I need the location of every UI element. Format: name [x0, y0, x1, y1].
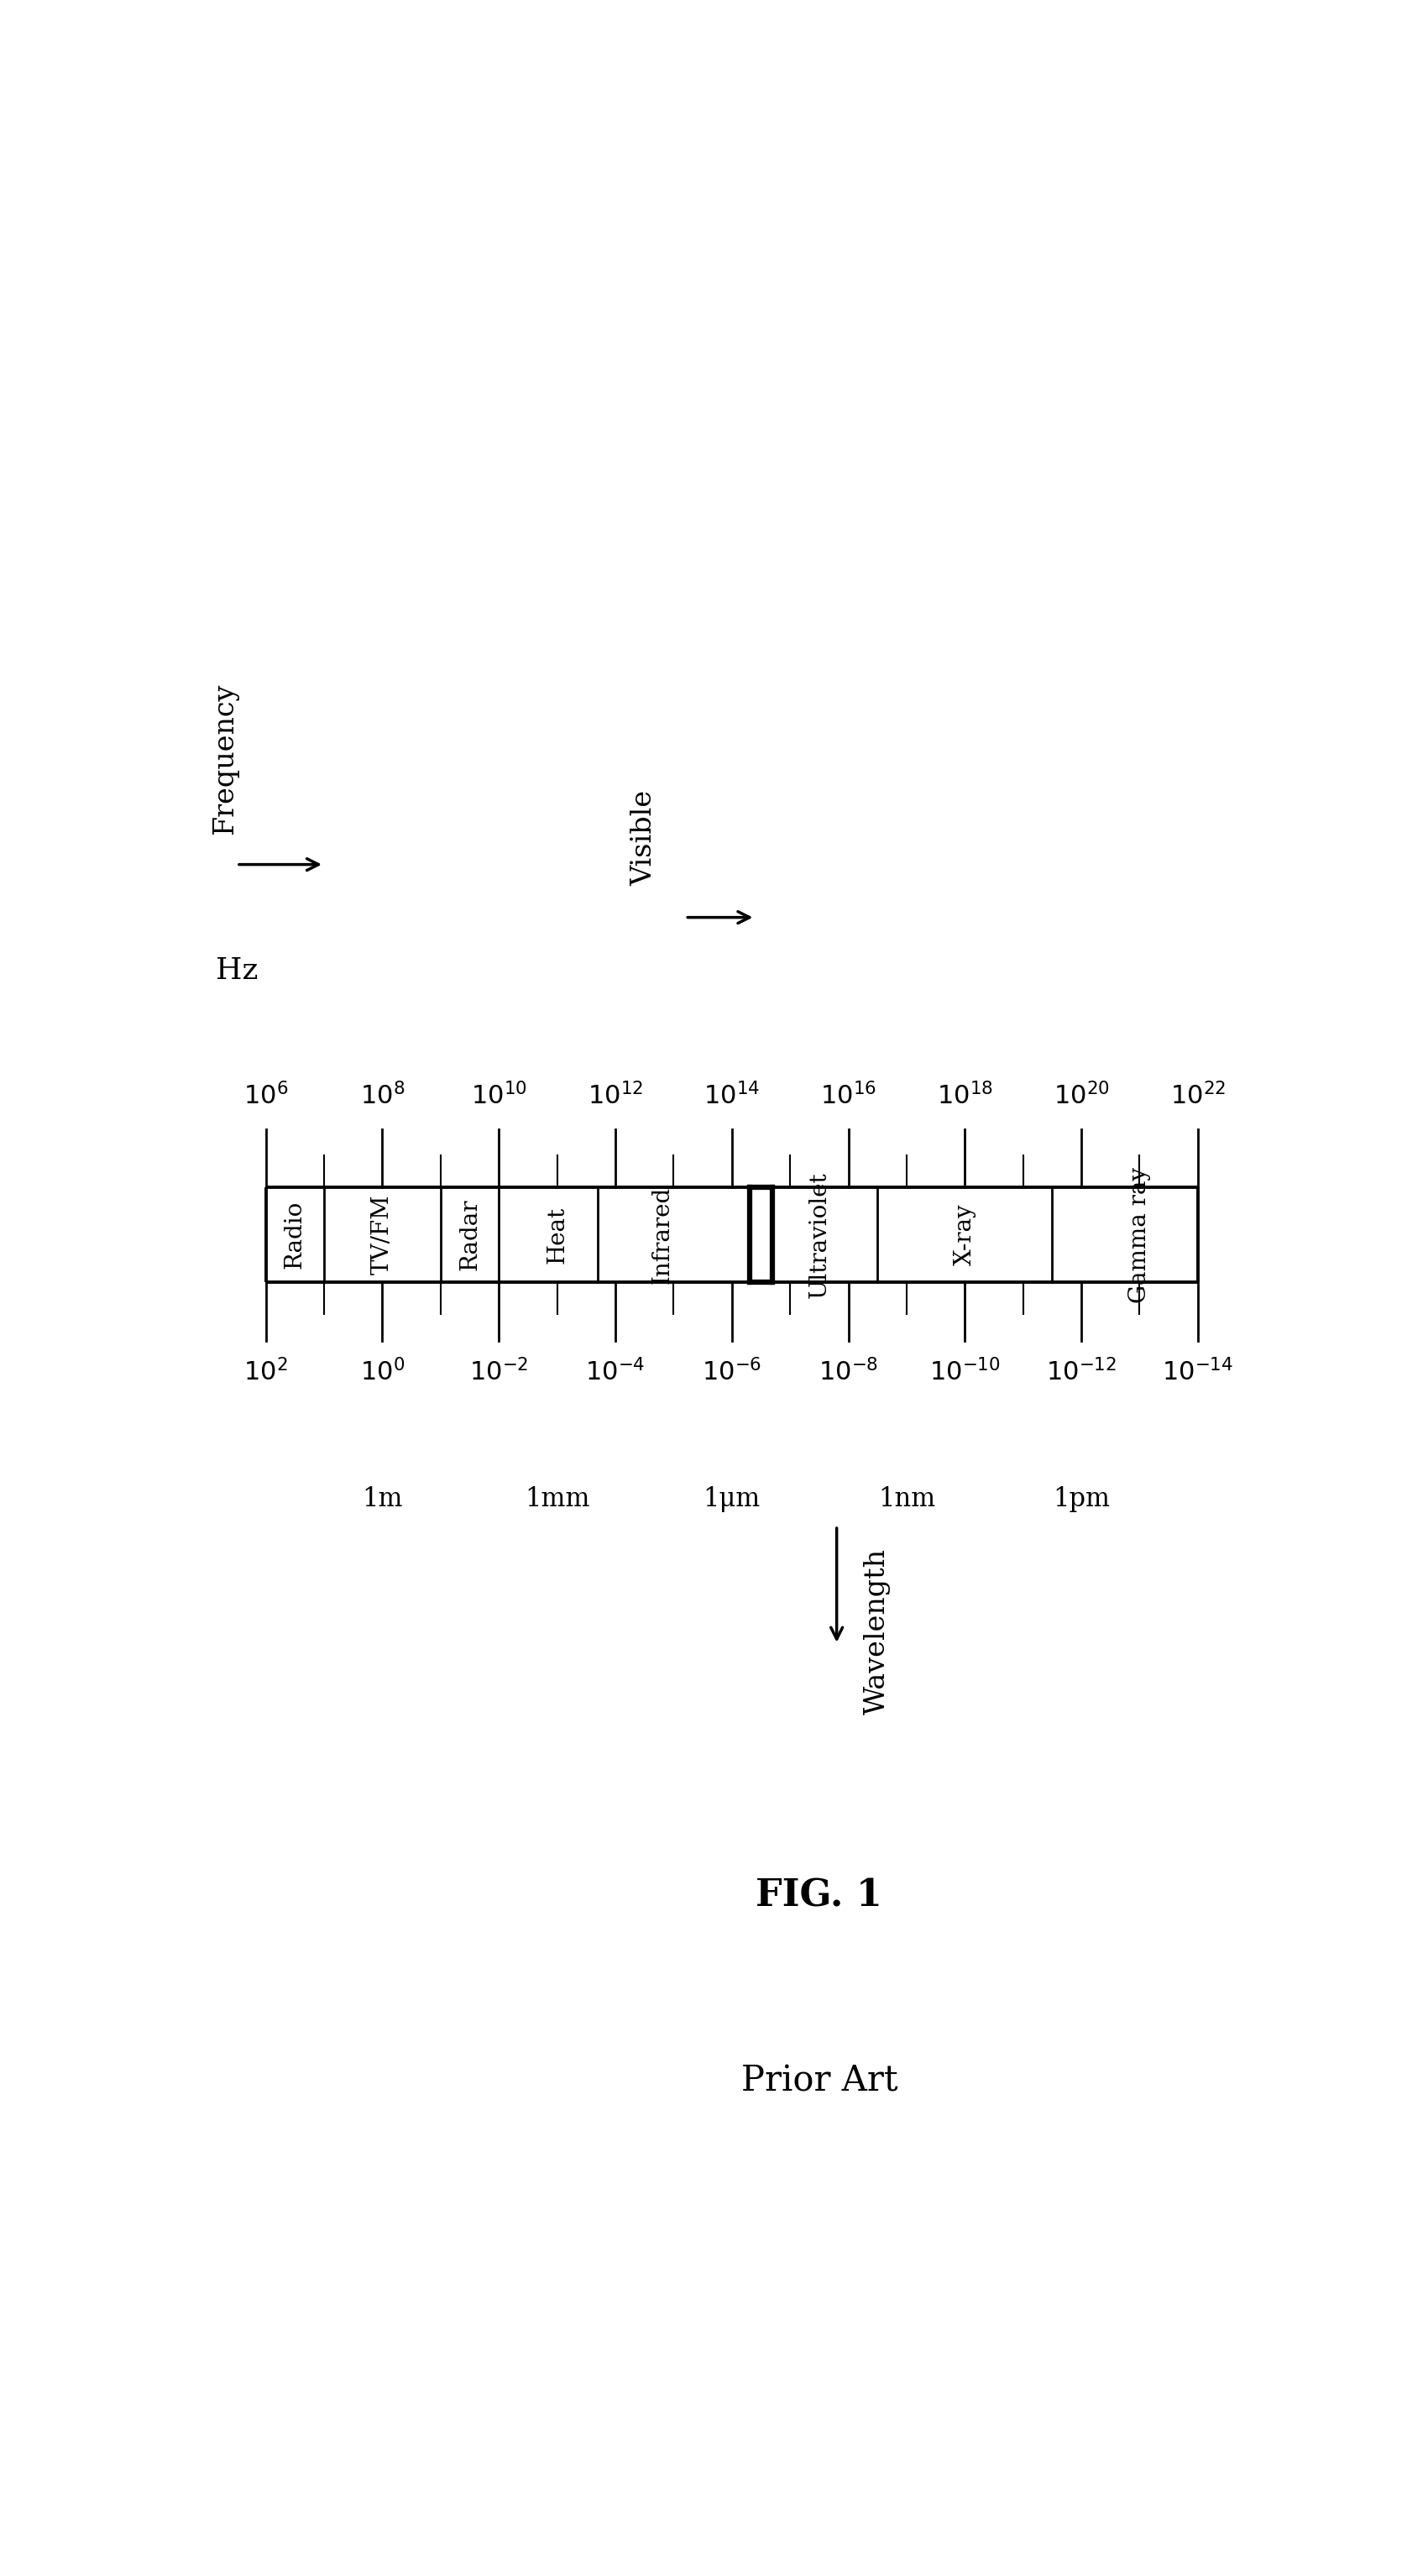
Text: Ultraviolet: Ultraviolet: [808, 1172, 831, 1298]
Text: $10^{2}$: $10^{2}$: [244, 1360, 288, 1386]
Text: 1μm: 1μm: [703, 1486, 761, 1512]
Text: Infrared: Infrared: [651, 1185, 673, 1283]
Text: $10^{16}$: $10^{16}$: [820, 1082, 877, 1110]
Text: Radio: Radio: [284, 1200, 307, 1270]
Text: $10^{0}$: $10^{0}$: [360, 1360, 404, 1386]
Text: $10^{22}$: $10^{22}$: [1170, 1082, 1225, 1110]
Text: 1m: 1m: [363, 1486, 403, 1512]
Text: Prior Art: Prior Art: [741, 2063, 898, 2099]
Text: Gamma ray: Gamma ray: [1128, 1167, 1151, 1303]
Text: $10^{20}$: $10^{20}$: [1054, 1082, 1110, 1110]
Text: $10^{-2}$: $10^{-2}$: [470, 1360, 528, 1386]
Text: $10^{-10}$: $10^{-10}$: [930, 1360, 1001, 1386]
Text: Visible: Visible: [631, 791, 658, 886]
Text: X-ray: X-ray: [954, 1203, 977, 1265]
Text: TV/FM: TV/FM: [371, 1195, 394, 1275]
Text: $10^{-12}$: $10^{-12}$: [1047, 1360, 1117, 1386]
Text: $10^{12}$: $10^{12}$: [587, 1082, 643, 1110]
Text: $10^{18}$: $10^{18}$: [937, 1082, 992, 1110]
Text: Heat: Heat: [545, 1206, 568, 1262]
Text: Hz: Hz: [216, 956, 258, 984]
Text: Frequency: Frequency: [211, 683, 238, 835]
Text: 1pm: 1pm: [1052, 1486, 1110, 1512]
Text: $10^{10}$: $10^{10}$: [471, 1082, 527, 1110]
Text: $10^{6}$: $10^{6}$: [244, 1082, 288, 1110]
Text: $10^{-14}$: $10^{-14}$: [1162, 1360, 1234, 1386]
Text: FIG. 1: FIG. 1: [755, 1878, 883, 1914]
Text: $10^{14}$: $10^{14}$: [704, 1082, 760, 1110]
Text: 1mm: 1mm: [524, 1486, 590, 1512]
Text: Wavelength: Wavelength: [864, 1548, 891, 1716]
Text: $10^{-8}$: $10^{-8}$: [818, 1360, 878, 1386]
Text: 1nm: 1nm: [878, 1486, 935, 1512]
Text: $10^{-6}$: $10^{-6}$: [703, 1360, 761, 1386]
Text: Radar: Radar: [458, 1198, 481, 1270]
Text: $10^{8}$: $10^{8}$: [360, 1082, 404, 1110]
Text: $10^{-4}$: $10^{-4}$: [585, 1360, 645, 1386]
